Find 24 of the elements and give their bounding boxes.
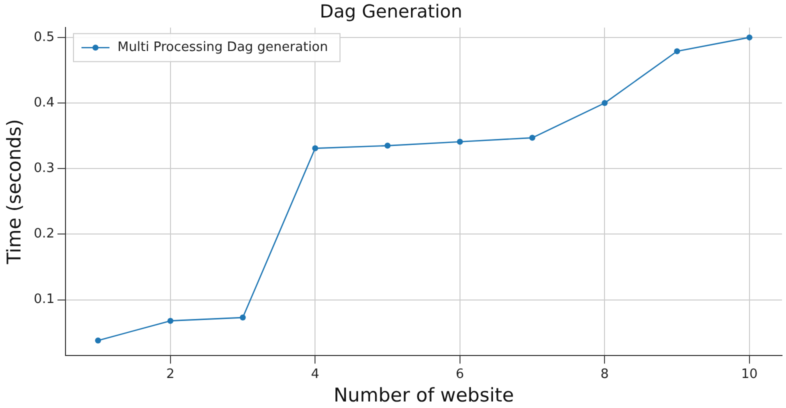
y-axis-title: Time (seconds) bbox=[3, 119, 26, 266]
point bbox=[95, 338, 102, 344]
x-tick-label: 10 bbox=[741, 366, 758, 382]
x-tick-label: 8 bbox=[600, 366, 609, 382]
point bbox=[674, 48, 680, 54]
y-tick-label: 0.5 bbox=[34, 30, 54, 45]
x-tick-label: 6 bbox=[456, 366, 464, 382]
point bbox=[240, 314, 246, 321]
point bbox=[384, 142, 391, 149]
y-tick-label: 0.1 bbox=[34, 292, 54, 308]
point bbox=[529, 134, 536, 141]
y-tick-label: 0.3 bbox=[34, 161, 54, 176]
y-tick-label: 0.4 bbox=[34, 95, 54, 110]
chart-title: Dag Generation bbox=[320, 1, 462, 22]
x-axis-title: Number of website bbox=[334, 384, 514, 407]
y-tick-label: 0.2 bbox=[34, 226, 54, 242]
point bbox=[602, 100, 608, 106]
point bbox=[167, 318, 174, 324]
point bbox=[456, 138, 463, 145]
point bbox=[746, 34, 752, 40]
point bbox=[312, 145, 318, 152]
legend-label: Multi Processing Dag generation bbox=[117, 40, 328, 55]
x-tick-label: 4 bbox=[311, 366, 320, 382]
x-tick-label: 2 bbox=[166, 366, 175, 382]
